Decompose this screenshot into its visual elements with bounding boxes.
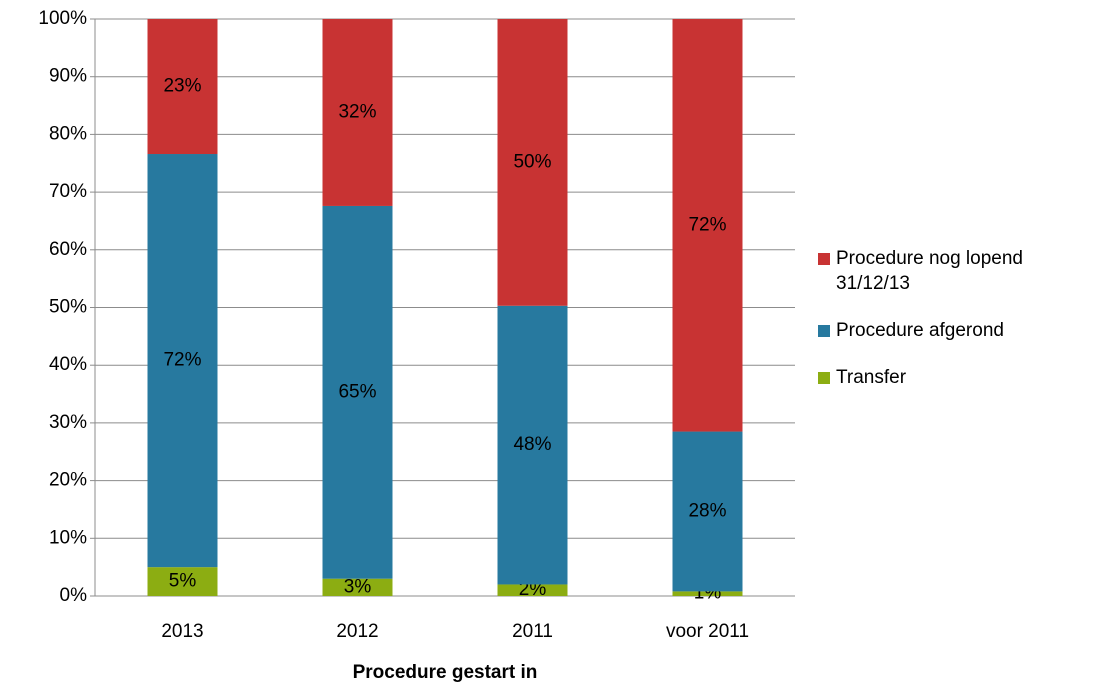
y-tick-label: 0% (60, 585, 88, 606)
bar-segment (147, 19, 218, 155)
bar-segment (322, 205, 393, 579)
bar-segment (147, 154, 218, 568)
bar-segment (672, 591, 743, 596)
legend-item: Transfer (818, 365, 1068, 390)
legend-label: Procedure afgerond (836, 320, 1004, 341)
bar-segment (497, 584, 568, 596)
y-tick-label: 60% (49, 239, 87, 260)
x-axis-title: Procedure gestart in (353, 662, 538, 683)
data-label: 3% (344, 576, 372, 597)
bar-segment (672, 19, 743, 432)
bar-segment (147, 567, 218, 596)
legend-item: Procedure nog lopend 31/12/13 (818, 246, 1068, 296)
legend-swatch (818, 325, 830, 337)
data-label: 65% (338, 381, 376, 402)
data-label: 2% (519, 579, 547, 600)
bar-segment (322, 19, 393, 206)
legend-item: Procedure afgerond (818, 318, 1068, 343)
legend: Procedure nog lopend 31/12/13 Procedure a… (818, 246, 1068, 412)
bar-segment (497, 305, 568, 585)
bar-segment (497, 19, 568, 306)
legend-label: Transfer (836, 367, 907, 388)
y-tick-label: 30% (49, 412, 87, 433)
y-tick-label: 40% (49, 354, 87, 375)
data-label: 28% (688, 500, 726, 521)
legend-label: Procedure nog lopend 31/12/13 (836, 248, 1023, 294)
x-tick-label: voor 2011 (666, 621, 749, 642)
bar-segment (672, 431, 743, 592)
data-label: 72% (163, 350, 201, 371)
data-label: 50% (513, 151, 551, 172)
y-tick-label: 90% (49, 66, 87, 87)
y-tick-label: 50% (49, 297, 87, 318)
x-tick-label: 2011 (512, 621, 553, 642)
data-label: 32% (338, 101, 376, 122)
data-label: 5% (169, 571, 197, 592)
y-tick-label: 20% (49, 470, 87, 491)
x-tick-label: 2012 (336, 621, 378, 642)
data-label: 23% (163, 76, 201, 97)
y-tick-label: 10% (49, 527, 87, 548)
legend-swatch (818, 372, 830, 384)
y-tick-label: 100% (38, 8, 87, 29)
x-tick-label: 2013 (161, 621, 203, 642)
bar-segment (322, 578, 393, 596)
legend-swatch (818, 253, 830, 265)
data-label: 72% (688, 214, 726, 235)
data-label: 48% (513, 434, 551, 455)
y-tick-label: 80% (49, 123, 87, 144)
y-tick-label: 70% (49, 181, 87, 202)
